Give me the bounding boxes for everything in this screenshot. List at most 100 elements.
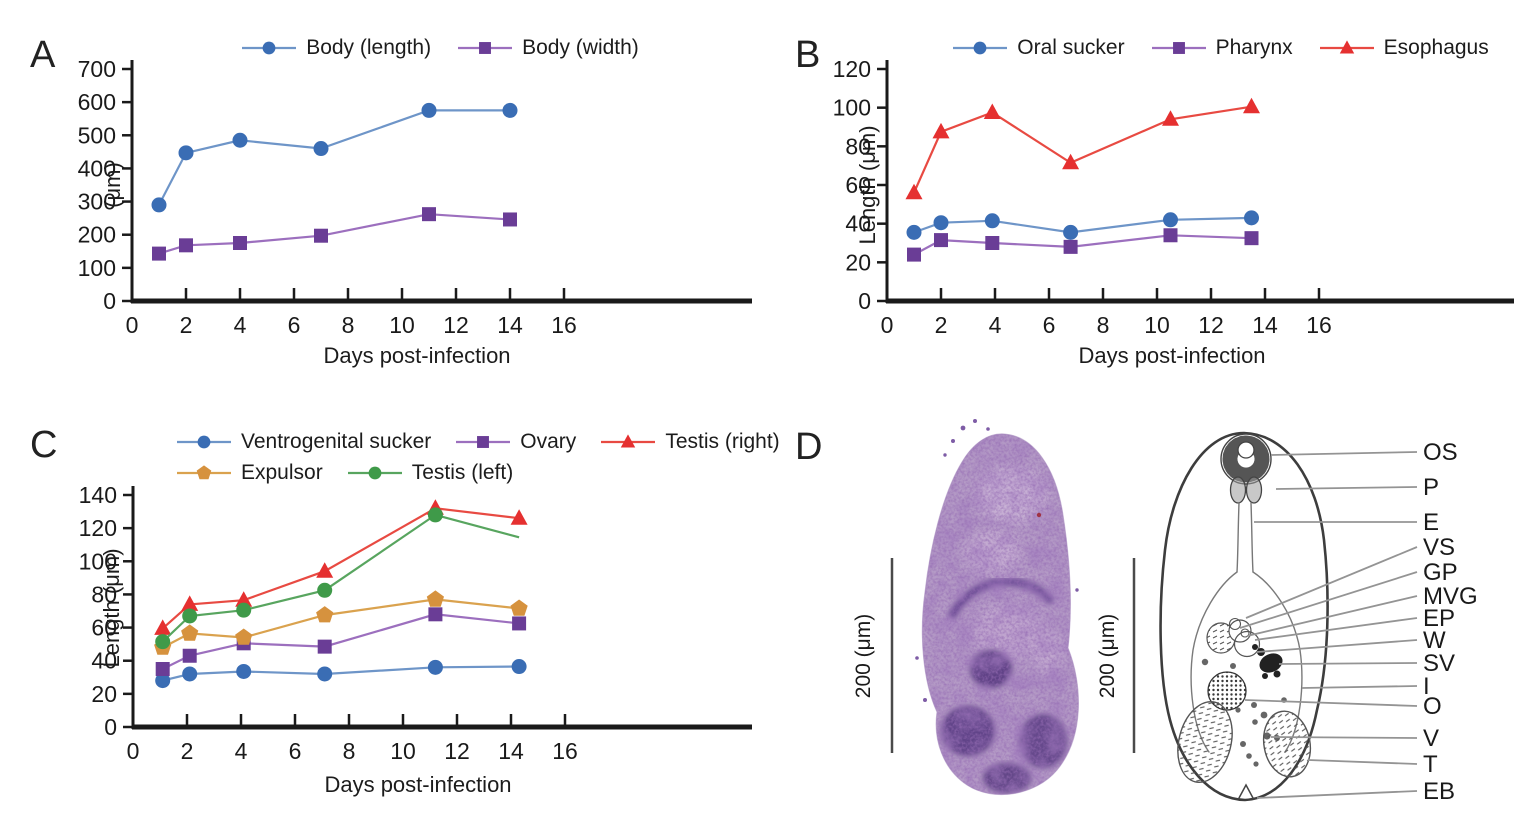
legend-item-expulsor: Expulsor bbox=[176, 461, 323, 485]
svg-text:10: 10 bbox=[390, 738, 416, 764]
svg-text:40: 40 bbox=[91, 648, 117, 674]
label-vs: VS bbox=[1423, 534, 1455, 561]
svg-text:2: 2 bbox=[181, 738, 194, 764]
legend-item-testis-left: Testis (left) bbox=[347, 461, 513, 485]
svg-text:80: 80 bbox=[91, 581, 117, 607]
scale-bar-left-label: 200 (μm) bbox=[852, 614, 875, 698]
scale-bar-left: 200 (μm) bbox=[852, 558, 894, 753]
chart-c: 0 2 4 6 8 10 12 14 16 0 20 40 60 80 100 120 140 bbox=[79, 482, 752, 764]
legend-marker-ventrogenital-sucker-icon bbox=[177, 435, 231, 449]
svg-text:700: 700 bbox=[78, 56, 116, 82]
legend-label: Ovary bbox=[520, 430, 577, 453]
label-sv: SV bbox=[1423, 650, 1455, 677]
seminal-vesicle-shape bbox=[1252, 644, 1283, 679]
svg-text:0: 0 bbox=[858, 288, 871, 314]
svg-text:6: 6 bbox=[289, 738, 302, 764]
legend-marker-esophagus-icon bbox=[1319, 40, 1374, 54]
svg-text:4: 4 bbox=[235, 738, 248, 764]
leader-lines bbox=[1239, 451, 1418, 799]
svg-text:6: 6 bbox=[1043, 312, 1056, 338]
legend-a: Body (length) Body (width) bbox=[132, 36, 748, 60]
legend-label: Esophagus bbox=[1383, 36, 1489, 59]
legend-marker-body-length-icon bbox=[242, 41, 297, 55]
svg-text:0: 0 bbox=[126, 312, 139, 338]
svg-text:0: 0 bbox=[104, 714, 117, 740]
legend-row-1: Ventrogenital sucker Ovary Testis (right… bbox=[176, 430, 780, 454]
svg-text:140: 140 bbox=[79, 482, 117, 508]
svg-text:14: 14 bbox=[498, 738, 524, 764]
svg-text:12: 12 bbox=[443, 312, 469, 338]
x-axis-label-a: Days post-infection bbox=[323, 343, 511, 368]
panel-letter-a: A bbox=[30, 34, 56, 76]
label-o: O bbox=[1423, 693, 1442, 720]
svg-text:2: 2 bbox=[180, 312, 193, 338]
svg-text:120: 120 bbox=[79, 515, 117, 541]
legend-c: Ventrogenital sucker Ovary Testis (right… bbox=[176, 430, 780, 485]
x-axis-label-b: Days post-infection bbox=[1078, 343, 1266, 368]
y-axis-label-b: Length (μm) bbox=[855, 125, 880, 245]
testis-left-shape bbox=[1177, 701, 1233, 783]
svg-text:12: 12 bbox=[1198, 312, 1224, 338]
svg-text:4: 4 bbox=[989, 312, 1002, 338]
svg-text:400: 400 bbox=[78, 155, 116, 181]
anatomical-drawing bbox=[1159, 431, 1329, 802]
label-i: I bbox=[1423, 673, 1430, 700]
label-os: OS bbox=[1423, 439, 1458, 466]
chart-a: 0 2 4 6 8 10 12 14 16 0 100 200 300 400 500 600 700 bbox=[78, 56, 752, 338]
label-e: E bbox=[1423, 509, 1439, 536]
svg-text:100: 100 bbox=[78, 255, 116, 281]
svg-text:0: 0 bbox=[127, 738, 140, 764]
legend-marker-pharynx-icon bbox=[1151, 42, 1206, 54]
svg-text:300: 300 bbox=[78, 189, 116, 215]
legend-marker-oral-sucker-icon bbox=[953, 41, 1008, 55]
legend-item-testis-right: Testis (right) bbox=[600, 430, 780, 454]
legend-marker-expulsor-icon bbox=[177, 465, 231, 480]
panel-d: D bbox=[757, 400, 1514, 825]
legend-row-2: Expulsor Testis (left) bbox=[176, 461, 780, 485]
svg-text:4: 4 bbox=[234, 312, 247, 338]
label-w: W bbox=[1423, 627, 1446, 654]
svg-text:16: 16 bbox=[552, 738, 578, 764]
pharynx-shape bbox=[1229, 476, 1263, 504]
svg-text:10: 10 bbox=[389, 312, 415, 338]
label-ep: EP bbox=[1423, 605, 1455, 632]
panel-letter-c: C bbox=[30, 424, 58, 466]
oral-sucker-shape bbox=[1220, 433, 1272, 485]
legend-label: Pharynx bbox=[1215, 36, 1293, 59]
testis-right-shape bbox=[1262, 710, 1312, 778]
label-v: V bbox=[1423, 725, 1439, 752]
svg-text:14: 14 bbox=[1252, 312, 1278, 338]
y-axis-label-c: Length (μm) bbox=[99, 548, 124, 668]
legend-marker-body-width-icon bbox=[458, 42, 513, 54]
legend-item-ovary: Ovary bbox=[455, 430, 576, 454]
svg-text:20: 20 bbox=[845, 249, 871, 275]
x-axis-label-c: Days post-infection bbox=[324, 772, 512, 797]
svg-text:16: 16 bbox=[551, 312, 577, 338]
legend-marker-testis-left-icon bbox=[347, 466, 402, 480]
ventrogenital-complex-shape bbox=[1206, 617, 1261, 658]
legend-label: Ventrogenital sucker bbox=[241, 430, 432, 453]
svg-text:20: 20 bbox=[91, 681, 117, 707]
panel-c: C Ventrogenital sucker Ovary Testis (rig… bbox=[0, 400, 780, 825]
svg-text:60: 60 bbox=[845, 172, 871, 198]
svg-text:120: 120 bbox=[833, 56, 871, 82]
svg-text:80: 80 bbox=[845, 133, 871, 159]
scale-bar-right: 200 (μm) bbox=[1096, 558, 1136, 753]
svg-text:200: 200 bbox=[78, 222, 116, 248]
svg-text:100: 100 bbox=[833, 95, 871, 121]
legend-item-esophagus: Esophagus bbox=[1319, 36, 1489, 60]
specimen-micrograph bbox=[915, 419, 1079, 796]
legend-label: Expulsor bbox=[241, 461, 323, 484]
label-eb: EB bbox=[1423, 778, 1455, 805]
label-t: T bbox=[1423, 751, 1438, 778]
svg-text:8: 8 bbox=[342, 312, 355, 338]
scale-bar-right-label: 200 (μm) bbox=[1096, 614, 1119, 698]
panel-b: B Oral sucker Pharynx Esophagus 0 2 4 6 8 10 1… bbox=[757, 0, 1514, 400]
svg-text:8: 8 bbox=[343, 738, 356, 764]
svg-text:60: 60 bbox=[91, 615, 117, 641]
panel-a: A Body (length) Body (width) 0 2 4 6 8 10 12 14… bbox=[0, 0, 757, 400]
label-mvg: MVG bbox=[1423, 583, 1478, 610]
svg-text:2: 2 bbox=[935, 312, 948, 338]
legend-b: Oral sucker Pharynx Esophagus bbox=[927, 36, 1514, 60]
